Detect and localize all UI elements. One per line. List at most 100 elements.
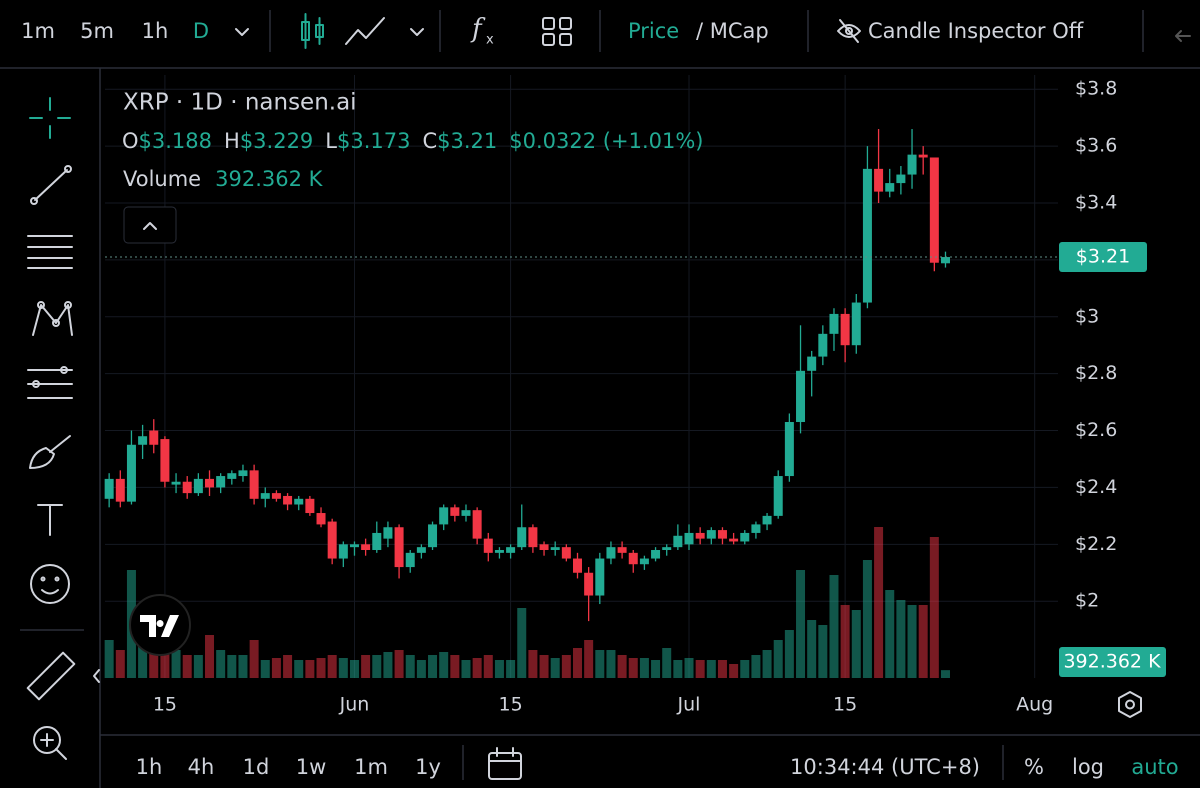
type-dropdown[interactable] [410,28,424,36]
zoom-tool[interactable] [33,726,67,760]
candle-inspector-toggle[interactable]: Candle Inspector Off [868,19,1084,43]
mcap-toggle[interactable]: / MCap [696,19,769,43]
range-button[interactable]: 1h [136,755,163,779]
x-tick-label: Jul [677,694,701,716]
volume-bar [450,655,460,678]
collapse-legend[interactable] [123,206,177,244]
interval-dropdown[interactable] [235,28,249,36]
range-button[interactable]: 1m [354,755,388,779]
candle-body [494,550,504,553]
candle-body [227,473,237,479]
candle-body [294,498,304,505]
low-label: L [325,129,337,153]
y-tick-label: $2.6 [1075,419,1117,441]
projection-tool[interactable] [27,366,73,399]
layout-icon[interactable] [542,17,572,46]
volume-bar [517,608,527,678]
candle-body [673,535,683,548]
y-tick-label: $2.8 [1075,362,1117,384]
left-toolbar [26,97,100,760]
volume-label: Volume [123,167,201,191]
interval-button[interactable]: 5m [80,19,114,43]
brush-tool[interactable] [29,435,71,469]
interval-button[interactable]: 1m [21,19,55,43]
volume-bar [316,658,326,678]
volume-bar [104,640,114,678]
auto-toggle[interactable]: auto [1131,755,1178,779]
range-button[interactable]: 4h [188,755,215,779]
candle-body [818,333,828,357]
indicators-icon[interactable]: x [486,33,494,48]
volume-bar [483,655,493,678]
price-toggle[interactable]: Price [628,19,679,43]
candle-body [639,558,649,565]
pattern-tool[interactable] [32,301,73,336]
log-toggle[interactable]: log [1072,755,1104,779]
ruler-tool[interactable] [26,651,76,701]
candle-body [784,422,794,477]
volume-bar [862,560,872,678]
candle-body [316,513,326,525]
volume-bar [372,655,382,678]
y-tick-label: $3.8 [1075,78,1117,100]
chart-layer [104,75,1058,678]
line-type-icon[interactable] [345,17,385,45]
candle-body [305,498,315,514]
text-tool[interactable] [37,504,63,536]
range-button[interactable]: 1w [296,755,327,779]
volume-bar [717,660,727,678]
undo-button[interactable] [1175,30,1191,42]
interval-button[interactable]: 1h [142,19,169,43]
candle-body [160,439,170,482]
candle-body [729,538,739,542]
volume-bar [428,655,438,678]
date-range-icon[interactable] [488,747,522,780]
candle-body [617,547,627,553]
candle-body [628,552,638,565]
interval-button[interactable]: D [193,19,209,43]
candle-body [929,157,939,263]
candle-body [539,544,549,551]
x-tick-label: Jun [339,694,370,716]
candle-body [550,547,560,551]
x-tick-label: 15 [498,694,522,716]
candle-body [907,154,917,175]
candle-body [662,547,672,551]
volume-bar [695,660,705,678]
candle-body [740,532,750,542]
volume-bar [506,660,516,678]
candle-type-icon[interactable] [301,13,324,49]
volume-bar [528,650,538,678]
last-price-badge [1059,242,1147,273]
collapse-toolbar[interactable] [93,669,100,683]
volume-bar [416,660,426,678]
candle-body [573,558,582,573]
volume-bar [216,650,226,678]
chart-title: XRP · 1D · nansen.ai [123,90,357,116]
x-tick-label: 15 [153,694,177,716]
open-label: O [122,129,139,153]
inspector-icon[interactable] [837,19,861,43]
candle-body [271,493,281,499]
percent-toggle[interactable]: % [1024,755,1044,779]
fib-tool[interactable] [27,235,73,269]
volume-bar [138,645,148,678]
volume-bar [874,527,884,678]
top-toolbar: 1m 5m 1h D f x Price / MCap Candle Inspe… [21,13,1191,49]
settings-button[interactable] [1118,691,1142,718]
range-button[interactable]: 1y [415,755,441,779]
crosshair-tool[interactable] [29,97,71,139]
candle-body [405,552,415,568]
emoji-tool[interactable] [30,564,70,604]
high-label: H [224,129,240,153]
candle-body [394,527,404,568]
volume-bar [729,664,739,678]
volume-bar [573,648,582,678]
open-value: $3.188 [139,129,212,153]
volume-bar [115,650,125,678]
y-tick-label: $3.6 [1075,135,1117,157]
volume-bar [751,655,761,678]
trendline-tool[interactable] [30,165,72,205]
range-button[interactable]: 1d [243,755,270,779]
candle-body [684,532,694,545]
